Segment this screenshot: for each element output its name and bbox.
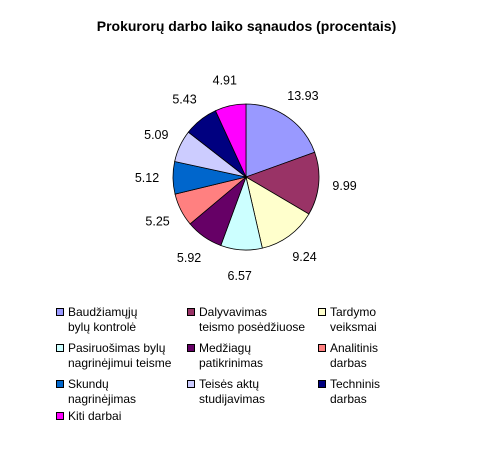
slice-value-label-10: 4.91 bbox=[213, 73, 237, 87]
slice-value-label-6: 5.25 bbox=[145, 215, 169, 229]
slice-value-label-5: 5.92 bbox=[177, 251, 201, 265]
legend-swatch bbox=[318, 308, 326, 316]
legend-swatch bbox=[187, 380, 195, 388]
pie-slice-3 bbox=[245, 176, 310, 249]
legend-label: Medžiagų patikrinimas bbox=[199, 341, 264, 370]
legend-swatch bbox=[56, 308, 64, 316]
slice-value-label-7: 5.12 bbox=[135, 171, 159, 185]
legend-label: Skundų nagrinėjimas bbox=[68, 377, 137, 406]
legend-swatch bbox=[318, 380, 326, 388]
legend-label: Baudžiamųjų bylų kontrolė bbox=[68, 305, 138, 334]
legend-swatch bbox=[318, 344, 326, 352]
slice-value-label-2: 9.99 bbox=[332, 179, 356, 193]
legend-label: Dalyvavimas teismo posėdžiuose bbox=[199, 305, 306, 334]
legend: Baudžiamųjų bylų kontrolė Dalyvavimas tei… bbox=[56, 305, 436, 435]
legend-swatch bbox=[187, 344, 195, 352]
chart-title: Prokurorų darbo laiko sąnaudos (procenta… bbox=[96, 18, 397, 34]
pie-slice-2 bbox=[245, 151, 320, 215]
slice-value-label-8: 5.09 bbox=[144, 128, 168, 142]
legend-label: Tardymo veiksmai bbox=[330, 305, 377, 334]
legend-swatch bbox=[56, 344, 64, 352]
legend-label: Teisės aktų studijavimas bbox=[199, 377, 266, 406]
slice-value-label-4: 6.57 bbox=[228, 269, 252, 283]
legend-swatch bbox=[187, 308, 195, 316]
legend-swatch bbox=[56, 412, 64, 420]
legend-label: Analitinis darbas bbox=[330, 341, 379, 370]
slice-value-label-9: 5.43 bbox=[172, 92, 196, 106]
legend-swatch bbox=[56, 380, 64, 388]
legend-label: Kiti darbai bbox=[68, 409, 122, 423]
slice-value-label-1: 13.93 bbox=[287, 89, 318, 103]
legend-label: Pasiruošimas bylų nagrinėjimui teisme bbox=[68, 341, 172, 370]
slice-value-label-3: 9.24 bbox=[292, 250, 316, 264]
legend-label: Techninis darbas bbox=[330, 377, 381, 406]
pie-slice-10 bbox=[214, 103, 247, 178]
pie-slice-1 bbox=[245, 103, 316, 178]
